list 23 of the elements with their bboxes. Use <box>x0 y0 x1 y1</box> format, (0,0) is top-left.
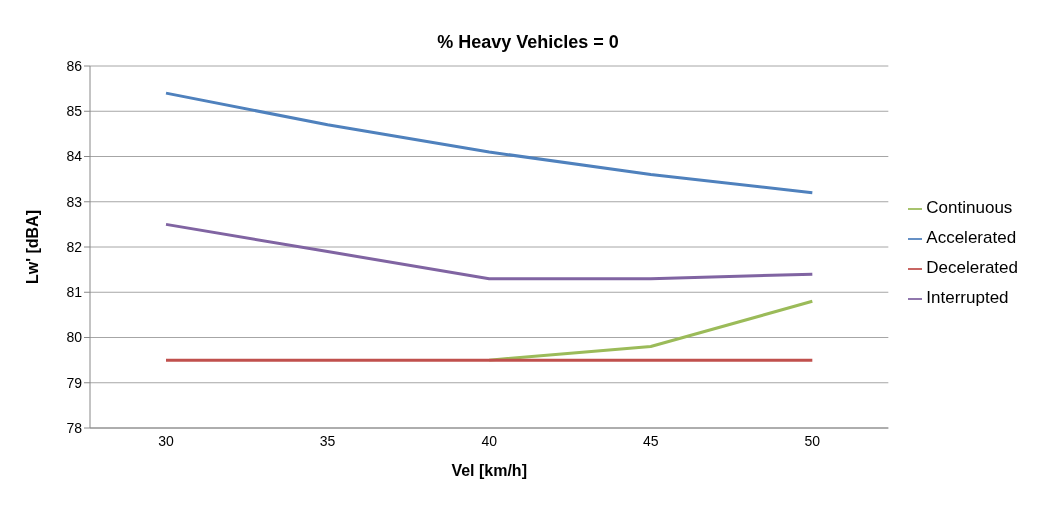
x-tick-label: 40 <box>481 432 498 449</box>
x-tick-label: 35 <box>319 432 336 449</box>
y-axis-title: Lw' [dBA] <box>23 209 41 285</box>
x-tick-label: 30 <box>158 432 174 449</box>
x-axis-title: Vel [km/h] <box>451 462 527 479</box>
y-tick-label: 79 <box>66 374 83 391</box>
y-tick-label: 80 <box>66 329 83 346</box>
y-tick-label: 83 <box>66 193 83 210</box>
x-tick-label: 45 <box>642 432 659 449</box>
y-tick-label: 81 <box>66 284 83 301</box>
y-tick-label: 78 <box>66 419 83 436</box>
line-series <box>164 91 814 195</box>
legend-label: Decelerated <box>926 258 1018 277</box>
y-tick-label: 82 <box>66 238 83 255</box>
legend-label: Continuous <box>926 198 1013 217</box>
y-tick-label: 85 <box>66 103 83 120</box>
y-tick-label: 84 <box>66 148 83 165</box>
legend-label: Accelerated <box>926 228 1017 247</box>
y-tick-label: 86 <box>66 57 83 74</box>
line-series <box>164 222 814 281</box>
chart-title: % Heavy Vehicles = 0 <box>436 32 620 53</box>
legend-label: Interrupted <box>926 288 1009 307</box>
x-tick-label: 50 <box>804 432 821 449</box>
